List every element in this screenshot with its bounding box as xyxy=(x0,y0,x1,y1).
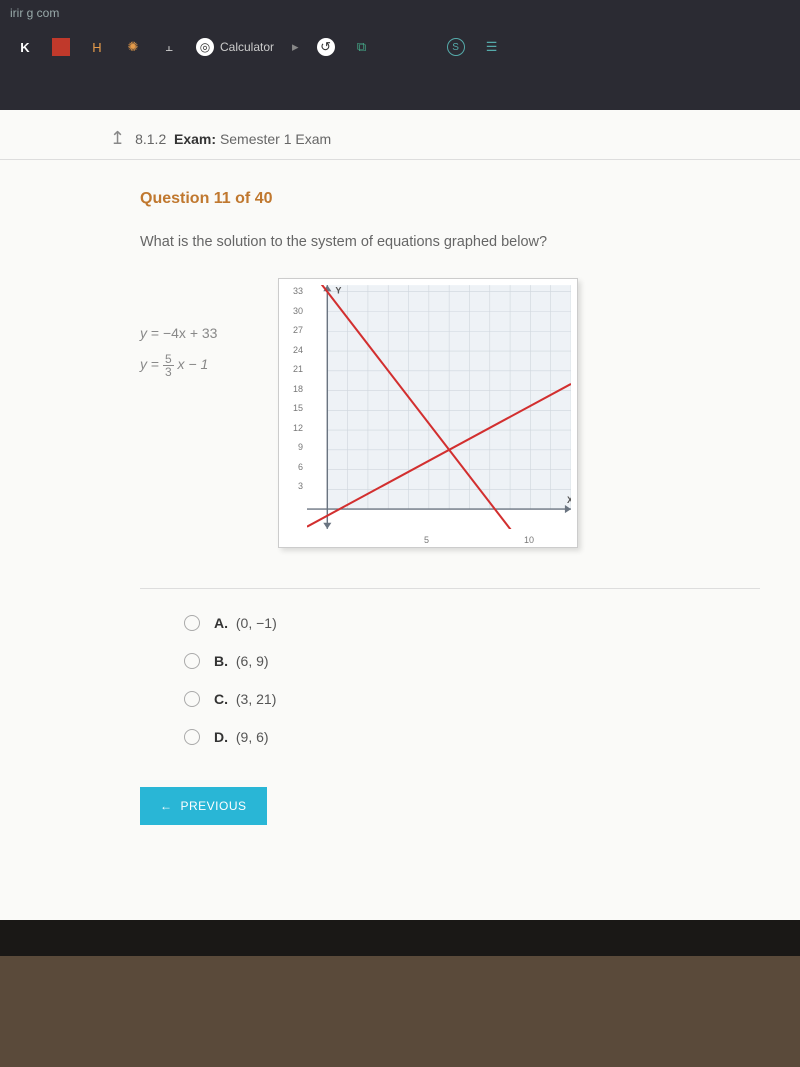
ytick-label: 3 xyxy=(285,481,303,491)
exam-window: ↥ 8.1.2 Exam: Semester 1 Exam Question 1… xyxy=(0,110,800,920)
screen-root: irir g com K H ✺ ⫠ ◎ Calculator ▸ ↺ ⧉ S … xyxy=(0,0,800,1067)
svg-text:X: X xyxy=(567,495,571,505)
bookmark-calc-label: Calculator xyxy=(220,40,274,54)
question-content: Question 11 of 40 What is the solution t… xyxy=(0,160,800,865)
bookmark-sep: ▸ xyxy=(292,39,299,55)
question-prompt: What is the solution to the system of eq… xyxy=(140,234,760,250)
question-heading: Question 11 of 40 xyxy=(140,190,760,208)
xtick-label: 10 xyxy=(524,535,534,545)
bookmark-copy-icon[interactable]: ⧉ xyxy=(353,38,371,56)
ytick-label: 33 xyxy=(285,286,303,296)
eq2-fraction: 5 3 xyxy=(163,353,174,378)
answer-option-a[interactable]: A. (0, −1) xyxy=(184,615,760,631)
equations-block: y = −4x + 33 y = 5 3 x − 1 xyxy=(140,318,250,380)
answer-text: B. (6, 9) xyxy=(214,653,269,669)
answer-text: D. (9, 6) xyxy=(214,729,269,745)
eq2-tail: x − 1 xyxy=(178,356,209,372)
previous-button[interactable]: ← PREVIOUS xyxy=(140,787,267,825)
bookmarks-bar: K H ✺ ⫠ ◎ Calculator ▸ ↺ ⧉ S ☰ xyxy=(0,28,800,66)
ytick-label: 30 xyxy=(285,306,303,316)
back-arrow-icon[interactable]: ↥ xyxy=(110,128,125,149)
equation-1: y = −4x + 33 xyxy=(140,318,250,349)
eq2-lhs: y xyxy=(140,356,147,372)
bookmark-gear-icon[interactable]: ✺ xyxy=(124,38,142,56)
xtick-label: 5 xyxy=(424,535,429,545)
bookmark-pin-icon[interactable]: ⫠ xyxy=(160,38,178,56)
exam-breadcrumb: 8.1.2 Exam: Semester 1 Exam xyxy=(135,131,331,147)
desk-surface xyxy=(0,920,800,1067)
answer-text: A. (0, −1) xyxy=(214,615,277,631)
bookmark-tile-red-1[interactable] xyxy=(52,38,70,56)
bookmark-k[interactable]: K xyxy=(16,38,34,56)
exam-code: 8.1.2 xyxy=(135,131,166,147)
arrow-left-icon: ← xyxy=(160,799,173,813)
globe-icon: ◎ xyxy=(196,38,214,56)
url-text: irir g com xyxy=(10,6,59,20)
question-body: y = −4x + 33 y = 5 3 x − 1 YX 3691215182 xyxy=(140,278,760,548)
previous-label: PREVIOUS xyxy=(181,799,247,813)
bookmark-s-icon[interactable]: S xyxy=(447,38,465,56)
eq2-num: 5 xyxy=(163,353,174,366)
eq2-den: 3 xyxy=(163,366,174,378)
answers-list: A. (0, −1) B. (6, 9) C. (3, 21) D. (9, 6) xyxy=(140,615,760,745)
svg-text:Y: Y xyxy=(335,285,341,295)
radio-icon[interactable] xyxy=(184,691,200,707)
radio-icon[interactable] xyxy=(184,653,200,669)
ytick-label: 9 xyxy=(285,442,303,452)
exam-word: Exam: xyxy=(174,131,216,147)
equation-2: y = 5 3 x − 1 xyxy=(140,349,250,380)
divider xyxy=(140,588,760,589)
radio-icon[interactable] xyxy=(184,615,200,631)
ytick-label: 6 xyxy=(285,462,303,472)
exam-title: Semester 1 Exam xyxy=(220,131,331,147)
bookmark-refresh-icon[interactable]: ↺ xyxy=(317,38,335,56)
bookmark-calculator[interactable]: ◎ Calculator xyxy=(196,38,274,56)
exam-header: ↥ 8.1.2 Exam: Semester 1 Exam xyxy=(0,110,800,160)
bookmark-h-icon[interactable]: H xyxy=(88,38,106,56)
answer-option-d[interactable]: D. (9, 6) xyxy=(184,729,760,745)
answer-option-b[interactable]: B. (6, 9) xyxy=(184,653,760,669)
ytick-label: 12 xyxy=(285,423,303,433)
radio-icon[interactable] xyxy=(184,729,200,745)
ytick-label: 21 xyxy=(285,364,303,374)
url-bar[interactable]: irir g com xyxy=(0,0,800,28)
eq1-lhs: y xyxy=(140,325,147,341)
ytick-label: 18 xyxy=(285,384,303,394)
graph-container: YX 3691215182124273033510 xyxy=(278,278,578,548)
answer-text: C. (3, 21) xyxy=(214,691,276,707)
eq1-rhs: −4x + 33 xyxy=(163,325,218,341)
answer-option-c[interactable]: C. (3, 21) xyxy=(184,691,760,707)
ytick-label: 27 xyxy=(285,325,303,335)
graph-svg: YX xyxy=(307,285,571,529)
ytick-label: 15 xyxy=(285,403,303,413)
ytick-label: 24 xyxy=(285,345,303,355)
bookmark-list-icon[interactable]: ☰ xyxy=(483,38,501,56)
